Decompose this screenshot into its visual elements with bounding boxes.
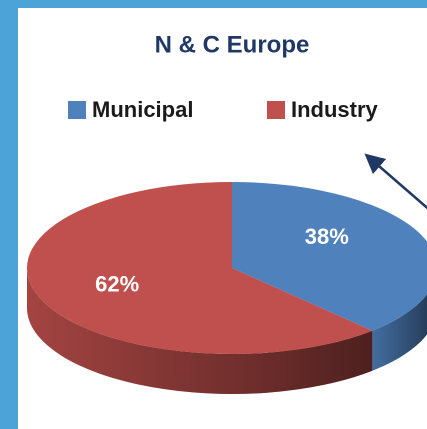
legend-swatch [267,101,285,119]
plot-area: 38% 62% [26,182,427,394]
chart-title: N & C Europe [155,31,310,58]
legend-label: Industry [291,97,379,122]
slice [232,182,427,331]
data-label: 38% [305,224,349,249]
data-label: 62% [95,272,139,297]
annotation-arrow [364,153,427,210]
slice [26,182,373,355]
slice-side-shade [372,294,427,371]
legend-label: Municipal [92,97,193,122]
legend-swatch [68,101,86,119]
slice-side-shade [27,268,373,394]
